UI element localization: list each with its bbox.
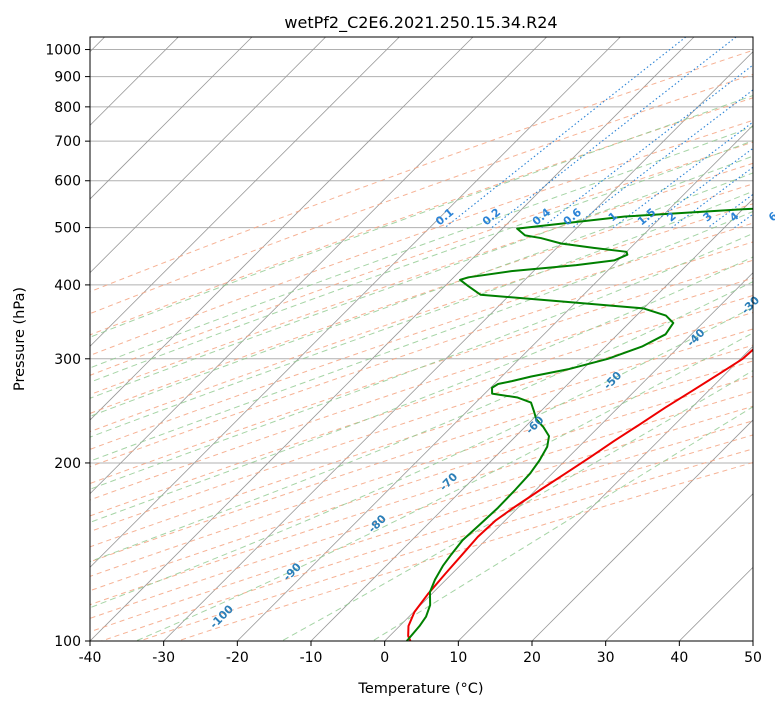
y-tick-label: 600 [54,174,81,190]
isotherm-line [90,37,547,495]
plot-frame [89,36,754,642]
moist-adiabat-line [90,172,753,417]
dry-adiabat-line [90,311,753,533]
y-tick-label: 400 [54,278,81,294]
dry-adiabat-line [177,461,753,641]
y-tick-label: 900 [54,70,81,86]
x-tick-label: 50 [744,650,762,666]
x-tick-label: 0 [380,650,389,666]
moist-adiabat-line [135,332,753,641]
isotherm-line [605,493,753,641]
isotherm-line [90,37,400,347]
dry-adiabat-line [90,222,753,450]
isotherm-line [237,124,753,641]
x-axis-title: Temperature (°C) [357,681,483,697]
isotherm-line [384,272,753,641]
dry-adiabat-line [90,241,753,468]
x-tick-label: 30 [597,650,615,666]
dry-adiabat-line [90,49,753,293]
x-tick-label: 10 [449,650,467,666]
isotherm-line [458,345,753,641]
dry-adiabat-line [90,141,753,376]
isotherm-line [531,419,753,641]
isotherm-line [90,37,474,421]
x-tick-label: -40 [79,650,102,666]
moist-adiabat-line [90,126,753,369]
y-axis-title: Pressure (hPa) [12,287,28,391]
dry-adiabat-line [101,434,753,641]
y-tick-label: 800 [54,100,81,116]
mixing-ratio-label: 6 [766,209,775,224]
dewpoint-profile [406,207,753,641]
dry-adiabat-line [90,294,753,517]
moist-adiabat-line [90,256,753,523]
moist-adiabat-line [90,281,753,563]
plot-area [90,37,753,641]
mixing-ratio-line [572,89,753,229]
x-tick-label: -30 [152,650,175,666]
mixing-ratio-line [671,166,753,229]
y-tick-label: 300 [54,352,81,368]
x-tick-label: -20 [226,650,249,666]
x-tick-label: 40 [670,650,688,666]
chart-title: wetPf2_C2E6.2021.250.15.34.R24 [284,13,557,33]
temperature-profile [407,348,753,641]
moist-adiabat-line [90,155,753,399]
y-tick-label: 100 [54,634,81,650]
dry-adiabat-line [90,405,753,619]
dry-adiabat-line [90,390,753,606]
y-tick-label: 1000 [45,43,81,59]
axes: -40 -30 -20 -10 0 10 20 30 40 50 100 200 300 400 500 60… [45,43,762,666]
dry-adiabat-line [90,97,753,336]
mixing-ratio-line [541,64,753,229]
y-tick-label: 500 [54,221,81,237]
isotherm-line [90,37,621,568]
y-tick-label: 700 [54,134,81,150]
dry-adiabat-line [90,328,753,548]
y-tick-label: 200 [54,456,81,472]
dry-adiabat-line [90,162,753,396]
isotherm-line [90,37,253,200]
isotherm-line [163,51,753,641]
x-tick-label: 20 [523,650,541,666]
dry-adiabat-line [90,73,753,315]
isotherm-line [90,37,326,274]
x-tick-label: -10 [300,650,323,666]
dry-adiabat-line [90,360,753,577]
moist-adiabat-line [90,210,753,462]
isotherm-line [90,37,695,641]
